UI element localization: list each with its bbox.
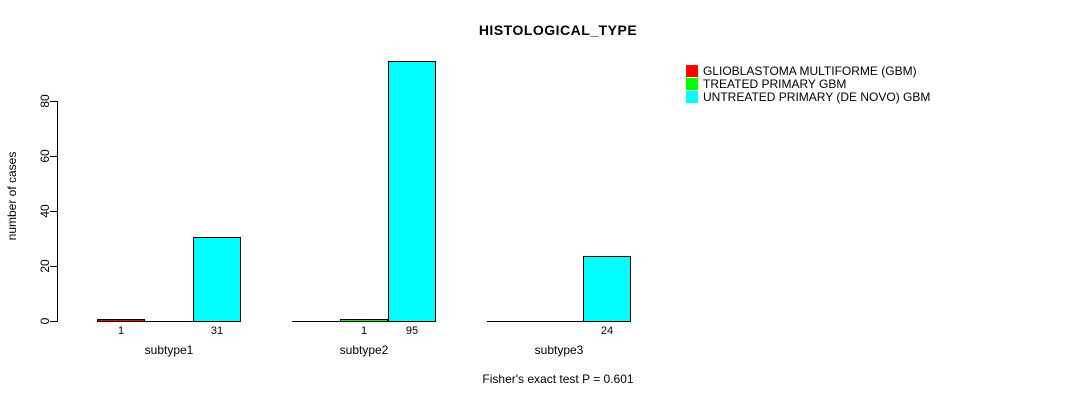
legend-item: GLIOBLASTOMA MULTIFORME (GBM)	[686, 63, 930, 78]
legend-swatch	[686, 77, 698, 90]
legend-swatch	[686, 64, 698, 77]
y-tick-label: 80	[38, 94, 52, 108]
legend-label: TREATED PRIMARY GBM	[703, 76, 847, 91]
stat-annotation: Fisher's exact test P = 0.601	[482, 372, 634, 386]
legend: GLIOBLASTOMA MULTIFORME (GBM) TREATED PRI…	[686, 63, 931, 104]
bar-value-label: 95	[405, 325, 419, 337]
y-tick-mark	[50, 101, 57, 102]
bar-value-label: 24	[600, 325, 614, 337]
legend-label: UNTREATED PRIMARY (DE NOVO) GBM	[703, 89, 931, 104]
x-category-label-subtype3: subtype3	[534, 343, 584, 357]
y-tick-label: 20	[38, 259, 52, 273]
y-tick-mark	[50, 211, 57, 212]
y-tick-mark	[50, 321, 57, 322]
bar-subtype1-series1	[97, 319, 145, 322]
bar-value-label: 1	[117, 325, 125, 337]
x-category-label-subtype2: subtype2	[339, 343, 389, 357]
legend-item: UNTREATED PRIMARY (DE NOVO) GBM	[686, 89, 931, 104]
y-axis-line	[57, 101, 58, 322]
y-axis-label: number of cases	[5, 151, 19, 241]
bar-subtype3-series3	[583, 256, 631, 322]
x-category-label-subtype1: subtype1	[144, 343, 194, 357]
y-tick-label: 60	[38, 149, 52, 163]
bar-value-label: 31	[210, 325, 224, 337]
y-tick-label: 0	[38, 317, 52, 325]
bar-subtype2-series2	[340, 319, 388, 322]
y-tick-mark	[50, 266, 57, 267]
chart-title: HISTOLOGICAL_TYPE	[478, 22, 638, 38]
bar-subtype1-series3	[193, 237, 241, 322]
legend-label: GLIOBLASTOMA MULTIFORME (GBM)	[703, 63, 917, 78]
y-tick-mark	[50, 156, 57, 157]
group-baseline	[487, 321, 631, 322]
bar-value-label: 1	[360, 325, 368, 337]
bar-subtype2-series3	[388, 61, 436, 322]
legend-swatch	[686, 90, 698, 103]
legend-item: TREATED PRIMARY GBM	[686, 76, 930, 91]
group-baseline	[97, 321, 241, 322]
y-tick-label: 40	[38, 204, 52, 218]
